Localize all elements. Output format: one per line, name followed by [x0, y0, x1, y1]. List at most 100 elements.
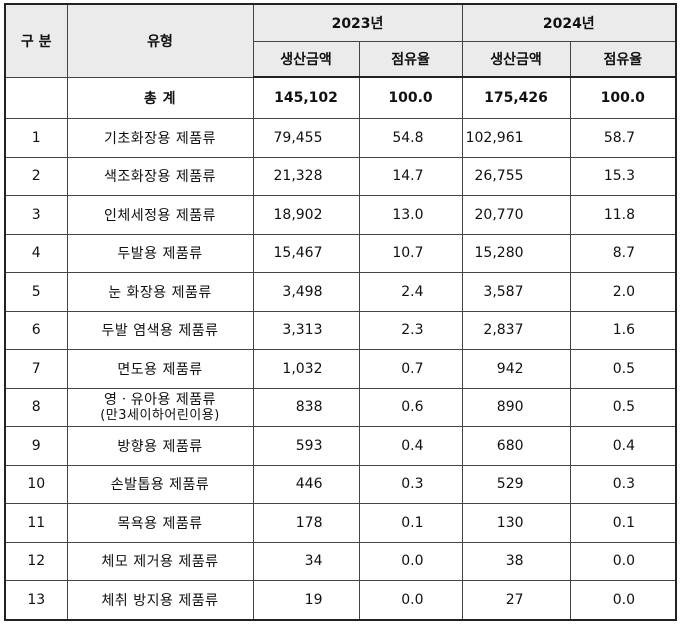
row-amount-2023: 79,455 [252, 118, 360, 158]
row-type: 면도용 제품류 [66, 349, 254, 389]
row-share-2023: 13.0 [358, 195, 463, 235]
row-amount-2023: 178 [252, 503, 360, 543]
table-row: 3 인체세정용 제품류 18,902 13.0 20,770 11.8 [4, 195, 677, 235]
row-type: 눈 화장용 제품류 [66, 272, 254, 312]
row-no: 13 [4, 580, 68, 620]
row-no: 11 [4, 503, 68, 543]
row-type: 두발용 제품류 [66, 233, 254, 273]
row-amount-2024: 529 [461, 464, 571, 504]
row-amount-2023: 1,032 [252, 349, 360, 389]
row-amount-2024: 26,755 [461, 156, 571, 196]
row-share-2023: 0.4 [358, 426, 463, 466]
total-amount-2024: 175,426 [461, 76, 571, 119]
row-amount-2024: 3,587 [461, 272, 571, 312]
row-amount-2023: 446 [252, 464, 360, 504]
total-share-2024: 100.0 [569, 76, 677, 119]
table-row: 1 기초화장용 제품류 79,455 54.8 102,961 58.7 [4, 118, 677, 158]
row-share-2024: 58.7 [569, 118, 677, 158]
table-row: 10 손발톱용 제품류 446 0.3 529 0.3 [4, 464, 677, 504]
row-share-2024: 0.0 [569, 541, 677, 581]
row-no: 5 [4, 272, 68, 312]
table-row: 4 두발용 제품류 15,467 10.7 15,280 8.7 [4, 233, 677, 273]
header-share-2024: 점유율 [569, 41, 677, 78]
row-type: 목욕용 제품류 [66, 503, 254, 543]
header-gubun: 구 분 [4, 3, 68, 78]
row-amount-2023: 21,328 [252, 156, 360, 196]
row-share-2024: 2.0 [569, 272, 677, 312]
row-share-2024: 1.6 [569, 310, 677, 350]
row-amount-2024: 890 [461, 387, 571, 427]
row-type: 체모 제거용 제품류 [66, 541, 254, 581]
row-type: 두발 염색용 제품류 [66, 310, 254, 350]
row-no: 9 [4, 426, 68, 466]
row-amount-2024: 2,837 [461, 310, 571, 350]
header-amount-2024: 생산금액 [461, 41, 571, 78]
row-no: 4 [4, 233, 68, 273]
row-share-2024: 0.4 [569, 426, 677, 466]
row-type: 체취 방지용 제품류 [66, 580, 254, 620]
row-amount-2024: 27 [461, 580, 571, 620]
row-no: 10 [4, 464, 68, 504]
table-header: 구 분 유형 2023년 2024년 생산금액 점유율 생산금액 점유율 [4, 3, 677, 78]
row-share-2024: 15.3 [569, 156, 677, 196]
header-type: 유형 [66, 3, 254, 78]
row-no: 6 [4, 310, 68, 350]
row-amount-2023: 838 [252, 387, 360, 427]
row-no: 1 [4, 118, 68, 158]
row-share-2024: 0.3 [569, 464, 677, 504]
row-share-2024: 0.5 [569, 349, 677, 389]
row-amount-2024: 942 [461, 349, 571, 389]
row-type: 영ㆍ유아용 제품류 (만3세이하어린이용) [66, 387, 254, 427]
row-type-main: 영ㆍ유아용 제품류 [104, 391, 216, 408]
row-type-sub: (만3세이하어린이용) [100, 407, 220, 423]
row-amount-2023: 3,498 [252, 272, 360, 312]
total-share-2023: 100.0 [358, 76, 463, 119]
header-year-2023: 2023년 [252, 3, 463, 42]
row-amount-2023: 18,902 [252, 195, 360, 235]
header-row-2: 생산금액 점유율 생산금액 점유율 [5, 41, 677, 78]
row-no: 2 [4, 156, 68, 196]
row-share-2023: 2.3 [358, 310, 463, 350]
total-label: 총 계 [66, 76, 254, 119]
header-row-1: 구 분 유형 2023년 2024년 [4, 3, 677, 78]
row-share-2024: 11.8 [569, 195, 677, 235]
row-amount-2023: 3,313 [252, 310, 360, 350]
table-row: 8 영ㆍ유아용 제품류 (만3세이하어린이용) 838 0.6 890 0.5 [4, 387, 677, 427]
table-row: 7 면도용 제품류 1,032 0.7 942 0.5 [4, 349, 677, 389]
row-amount-2024: 38 [461, 541, 571, 581]
row-share-2023: 0.3 [358, 464, 463, 504]
production-table: 구 분 유형 2023년 2024년 생산금액 점유율 생산금액 점유율 총 계… [4, 3, 678, 621]
row-share-2023: 0.7 [358, 349, 463, 389]
row-no: 8 [4, 387, 68, 427]
table-row: 13 체취 방지용 제품류 19 0.0 27 0.0 [4, 580, 677, 620]
row-amount-2023: 593 [252, 426, 360, 466]
row-type: 손발톱용 제품류 [66, 464, 254, 504]
row-share-2023: 10.7 [358, 233, 463, 273]
table-container: 구 분 유형 2023년 2024년 생산금액 점유율 생산금액 점유율 총 계… [4, 3, 678, 621]
row-type: 인체세정용 제품류 [66, 195, 254, 235]
row-share-2023: 14.7 [358, 156, 463, 196]
row-share-2023: 0.6 [358, 387, 463, 427]
row-amount-2024: 680 [461, 426, 571, 466]
row-share-2023: 0.1 [358, 503, 463, 543]
row-amount-2023: 19 [252, 580, 360, 620]
row-share-2024: 0.1 [569, 503, 677, 543]
row-no: 3 [4, 195, 68, 235]
total-amount-2023: 145,102 [252, 76, 360, 119]
row-type: 색조화장용 제품류 [66, 156, 254, 196]
row-amount-2023: 34 [252, 541, 360, 581]
header-amount-2023: 생산금액 [252, 41, 360, 78]
total-no [4, 76, 68, 119]
row-share-2024: 0.0 [569, 580, 677, 620]
row-type: 방향용 제품류 [66, 426, 254, 466]
total-row: 총 계 145,102 100.0 175,426 100.0 [4, 76, 677, 119]
row-no: 12 [4, 541, 68, 581]
header-year-2024: 2024년 [461, 3, 677, 42]
row-amount-2023: 15,467 [252, 233, 360, 273]
row-share-2023: 0.0 [358, 580, 463, 620]
row-share-2024: 0.5 [569, 387, 677, 427]
table-row: 11 목욕용 제품류 178 0.1 130 0.1 [4, 503, 677, 543]
table-body: 총 계 145,102 100.0 175,426 100.0 1 기초화장용 제… [4, 76, 677, 620]
table-row: 12 체모 제거용 제품류 34 0.0 38 0.0 [4, 541, 677, 581]
